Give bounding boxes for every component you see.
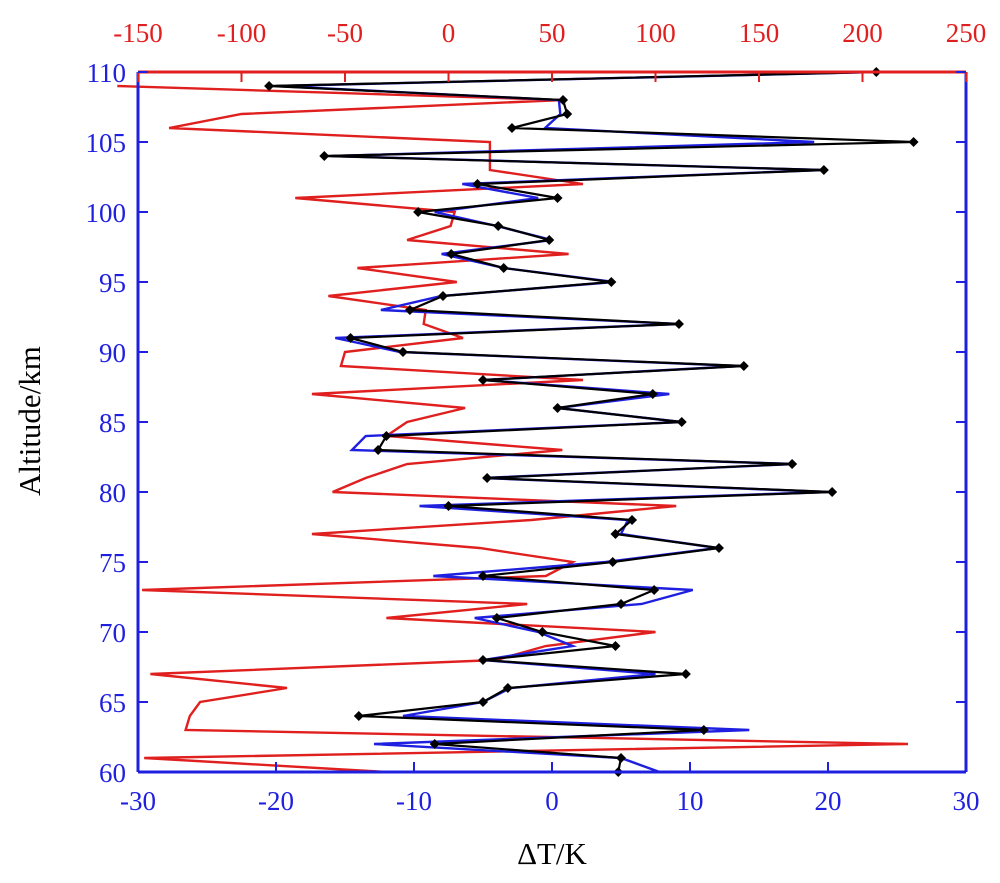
series-0-marker-46 xyxy=(506,123,517,133)
x-top-tick-label-7: 200 xyxy=(842,18,883,48)
series-0-marker-45 xyxy=(908,137,919,147)
series-0-marker-25 xyxy=(676,417,687,427)
series-0-marker-12 xyxy=(616,599,626,609)
series-0-marker-9 xyxy=(610,641,621,651)
y-axis-title: Altitude/km xyxy=(12,346,47,496)
series-0-marker-13 xyxy=(649,585,660,595)
series-0-marker-24 xyxy=(381,431,392,441)
series-0-marker-11 xyxy=(491,613,502,623)
y-tick-label-6: 90 xyxy=(99,338,126,368)
x-top-tick-label-2: -50 xyxy=(327,18,363,48)
series-0-marker-18 xyxy=(627,515,638,525)
series-0-marker-23 xyxy=(373,445,384,455)
series-0-marker-38 xyxy=(544,235,555,245)
series-0-marker-29 xyxy=(738,361,749,371)
series-0-marker-28 xyxy=(478,375,488,385)
series-0-marker-27 xyxy=(647,389,658,399)
series-0-marker-6 xyxy=(502,683,513,693)
series-0-marker-36 xyxy=(498,263,509,273)
y-tick-label-10: 110 xyxy=(87,58,127,88)
axes-layer: -30 -20 -10 0 10 20 30-150 -100 -50 0 50 100 150 200 2… xyxy=(86,18,987,816)
x-tick-label-2: -10 xyxy=(396,786,432,816)
x-top-tick-label-0: -150 xyxy=(113,18,163,48)
series-0-marker-3 xyxy=(698,725,709,735)
series-0-marker-41 xyxy=(552,193,563,203)
series-0-marker-42 xyxy=(472,179,483,189)
series-0-marker-39 xyxy=(493,221,504,231)
series-0-marker-48 xyxy=(558,95,569,105)
series-0-marker-44 xyxy=(319,151,330,161)
series-0-marker-37 xyxy=(446,249,457,259)
series-0-marker-2 xyxy=(429,739,440,749)
series-0-marker-7 xyxy=(680,669,691,679)
y-tick-label-0: 60 xyxy=(99,758,126,788)
series-0-marker-32 xyxy=(673,319,684,329)
x-top-tick-label-4: 50 xyxy=(539,18,566,48)
series-0-marker-43 xyxy=(818,165,829,175)
x-top-tick-label-1: -100 xyxy=(217,18,267,48)
series-0-marker-22 xyxy=(787,459,798,469)
x-tick-label-0: -30 xyxy=(120,786,156,816)
y-tick-label-3: 75 xyxy=(99,548,126,578)
series-0-marker-33 xyxy=(404,305,415,315)
x-tick-label-5: 20 xyxy=(815,786,842,816)
x-top-tick-label-8: 250 xyxy=(946,18,987,48)
series-0-marker-16 xyxy=(713,543,724,553)
series-0-marker-20 xyxy=(827,487,838,497)
y-tick-label-9: 105 xyxy=(86,128,127,158)
x-tick-label-6: 30 xyxy=(953,786,980,816)
series-0-marker-21 xyxy=(482,473,493,483)
y-tick-label-4: 80 xyxy=(99,478,126,508)
y-tick-label-1: 65 xyxy=(99,688,126,718)
series-0-marker-35 xyxy=(606,277,617,287)
y-tick-label-2: 70 xyxy=(99,618,126,648)
series-0-marker-15 xyxy=(607,557,618,567)
series-0-marker-10 xyxy=(537,627,548,637)
series-0-marker-1 xyxy=(616,753,626,763)
x-top-tick-label-5: 100 xyxy=(635,18,676,48)
series-0-marker-47 xyxy=(562,109,573,119)
x-top-tick-label-3: 0 xyxy=(442,18,456,48)
x-tick-label-3: 0 xyxy=(545,786,559,816)
series-0-marker-8 xyxy=(478,655,488,665)
x-top-tick-label-6: 150 xyxy=(739,18,780,48)
x-tick-label-4: 10 xyxy=(677,786,704,816)
series-0-marker-26 xyxy=(552,403,563,413)
series-0-marker-5 xyxy=(478,697,488,707)
series-0-marker-49 xyxy=(264,81,275,91)
series-0-marker-4 xyxy=(353,711,364,721)
series-0-marker-30 xyxy=(397,347,408,357)
series-0-marker-31 xyxy=(345,333,356,343)
y-tick-label-8: 100 xyxy=(86,198,127,228)
series-0-marker-40 xyxy=(413,207,424,217)
series-0-marker-14 xyxy=(478,571,488,581)
series-0-marker-17 xyxy=(610,529,621,539)
series-0-marker-19 xyxy=(443,501,454,511)
x-axis-title: ΔT/K xyxy=(517,836,587,871)
series-layer xyxy=(117,67,919,777)
series-0-marker-34 xyxy=(437,291,448,301)
y-tick-label-5: 85 xyxy=(99,408,126,438)
y-tick-label-7: 95 xyxy=(99,268,126,298)
x-tick-label-1: -20 xyxy=(258,786,294,816)
